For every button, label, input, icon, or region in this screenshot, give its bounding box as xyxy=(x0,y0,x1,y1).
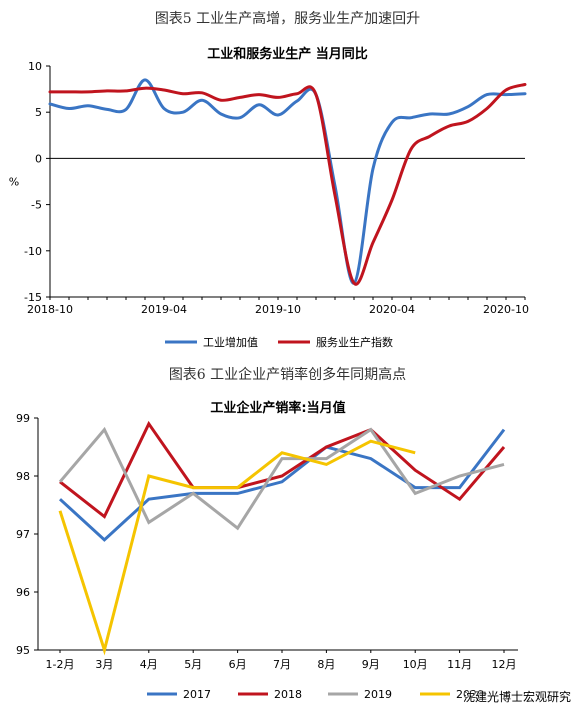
chart1-x-tick-label: 2020-04 xyxy=(369,303,415,316)
chart2-x-tick-label: 5月 xyxy=(184,658,202,671)
chart1-y-tick-label: 5 xyxy=(35,106,42,119)
chart2-x-tick-label: 10月 xyxy=(403,658,428,671)
watermark: 沈建光博士宏观研究 xyxy=(462,690,571,704)
figure2-caption: 图表6 工业企业产销率创多年同期高点 xyxy=(168,367,407,383)
chart1-series-0-line xyxy=(48,78,527,285)
chart2-legend-label-2: 2019 xyxy=(364,688,392,701)
chart1-y-tick-label: 10 xyxy=(28,60,42,73)
chart2-x-tick-label: 4月 xyxy=(140,658,158,671)
figure1-caption: 图表5 工业生产高增，服务业生产加速回升 xyxy=(154,11,421,27)
chart2-y-tick-label: 96 xyxy=(16,586,30,599)
chart2-y-tick-label: 95 xyxy=(16,644,30,657)
chart1: 工业和服务业生产 当月同比 10 5 0 -5 -10 -15% 2018-10 2019-04… xyxy=(9,46,529,349)
chart1-legend-label-0: 工业增加值 xyxy=(203,335,258,349)
chart2-y-tick-label: 99 xyxy=(16,412,30,425)
chart2-x-tick-label: 7月 xyxy=(273,658,291,671)
chart1-x-tick-label: 2019-04 xyxy=(141,303,187,316)
chart1-x-tick-label: 2019-10 xyxy=(255,303,301,316)
chart1-y-label: % xyxy=(9,176,19,189)
chart2: 工业企业产销率:当月值 99 98 97 96 95 1-2月 3月 4月 5月 6月 7月 8月 9月 1… xyxy=(16,400,518,701)
chart2-y-tick-label: 98 xyxy=(16,470,30,483)
chart1-x-tick-label: 2020-10 xyxy=(483,303,529,316)
chart2-x-tick-label: 1-2月 xyxy=(46,658,75,671)
chart2-title: 工业企业产销率:当月值 xyxy=(210,400,345,416)
chart1-y-tick-label: 0 xyxy=(35,152,42,165)
chart2-x-tick-label: 8月 xyxy=(317,658,335,671)
chart1-series-1-line xyxy=(48,83,527,286)
chart2-series-3-line xyxy=(58,439,416,656)
chart2-legend-label-1: 2018 xyxy=(274,688,302,701)
chart2-x-tick-label: 9月 xyxy=(362,658,380,671)
chart1-y-tick-label: -15 xyxy=(24,291,42,304)
chart2-x-tick-label: 3月 xyxy=(95,658,113,671)
chart1-title: 工业和服务业生产 当月同比 xyxy=(207,46,368,62)
chart2-series-2-line xyxy=(58,426,505,531)
chart2-legend-label-0: 2017 xyxy=(183,688,211,701)
chart2-series-1-line xyxy=(59,420,506,519)
chart1-legend-label-1: 服务业生产指数 xyxy=(316,335,393,349)
chart2-x-tick-label: 6月 xyxy=(229,658,247,671)
chart2-x-tick-label: 12月 xyxy=(492,658,517,671)
chart2-y-tick-label: 97 xyxy=(16,528,30,541)
chart1-x-tick-label: 2018-10 xyxy=(27,303,73,316)
chart1-y-tick-label: -10 xyxy=(24,245,42,258)
chart2-x-tick-label: 11月 xyxy=(447,658,472,671)
chart2-legend-label-3: 2020 xyxy=(456,688,484,701)
chart1-y-tick-label: -5 xyxy=(31,199,42,212)
